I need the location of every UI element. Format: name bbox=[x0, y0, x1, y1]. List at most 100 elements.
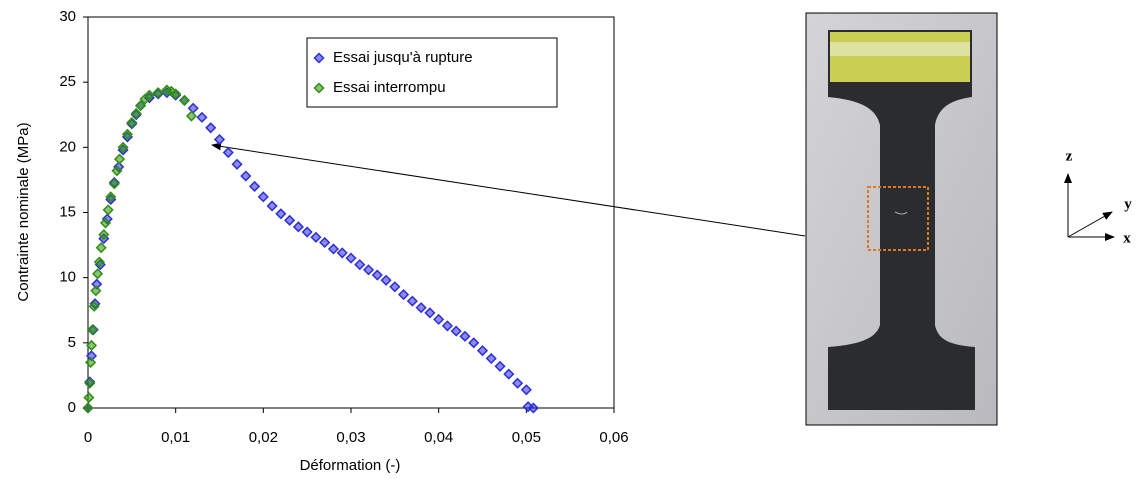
point bbox=[415, 302, 427, 314]
axes-diagram: z y x bbox=[1064, 148, 1132, 246]
y-arrow bbox=[1067, 211, 1113, 238]
point bbox=[231, 158, 243, 170]
point bbox=[424, 307, 436, 319]
x-tick-label: 0 bbox=[84, 429, 92, 446]
point bbox=[503, 368, 515, 380]
point bbox=[111, 165, 123, 177]
point bbox=[406, 295, 418, 307]
point bbox=[121, 128, 134, 140]
point bbox=[371, 269, 383, 281]
point bbox=[130, 107, 142, 120]
point bbox=[284, 214, 296, 226]
point bbox=[178, 94, 190, 106]
y-tick-label: 20 bbox=[59, 138, 76, 155]
x-tick-label: 0,04 bbox=[424, 429, 453, 446]
point bbox=[213, 133, 226, 146]
point bbox=[257, 191, 269, 203]
point bbox=[86, 324, 98, 336]
point bbox=[249, 180, 261, 192]
point bbox=[468, 337, 480, 349]
y-tick-label: 0 bbox=[68, 399, 76, 416]
point bbox=[433, 313, 445, 325]
point bbox=[240, 170, 252, 182]
point bbox=[185, 110, 198, 122]
legend: Essai jusqu'à rupture Essai interrompu bbox=[306, 37, 558, 108]
point bbox=[90, 285, 102, 297]
photo bbox=[805, 12, 998, 426]
point bbox=[93, 256, 105, 268]
point bbox=[459, 330, 471, 342]
point bbox=[105, 191, 117, 203]
point bbox=[135, 100, 147, 112]
zoom-box bbox=[867, 186, 929, 251]
x-axis-label: Déformation (-) bbox=[300, 457, 401, 474]
point bbox=[85, 356, 97, 368]
arrow bbox=[211, 142, 806, 237]
z-label: z bbox=[1066, 148, 1073, 164]
x-tick-label: 0,01 bbox=[161, 429, 190, 446]
x-tick-label: 0,06 bbox=[599, 429, 628, 446]
x-label: x bbox=[1123, 230, 1131, 246]
point bbox=[187, 102, 199, 114]
point bbox=[88, 300, 100, 312]
point bbox=[292, 221, 304, 233]
y-label: y bbox=[1124, 196, 1132, 212]
y-tick-label: 30 bbox=[59, 8, 76, 25]
point bbox=[83, 392, 95, 404]
point bbox=[222, 146, 234, 159]
point bbox=[117, 141, 129, 153]
point bbox=[275, 208, 287, 220]
point bbox=[389, 281, 401, 293]
point bbox=[99, 217, 112, 229]
y-tick-label: 5 bbox=[68, 334, 76, 351]
point bbox=[319, 236, 331, 249]
point bbox=[113, 153, 126, 165]
point bbox=[512, 377, 524, 389]
point bbox=[476, 345, 489, 357]
point bbox=[441, 320, 453, 332]
point bbox=[327, 243, 340, 255]
point bbox=[126, 117, 138, 129]
legend-marker bbox=[313, 52, 325, 64]
point bbox=[98, 229, 110, 241]
point bbox=[527, 402, 539, 414]
y-tick-label: 10 bbox=[59, 269, 76, 286]
specimen-tag bbox=[830, 32, 970, 82]
x-tick-label: 0,05 bbox=[512, 429, 541, 446]
point bbox=[82, 402, 94, 414]
x-tick-label: 0,02 bbox=[249, 429, 278, 446]
point bbox=[196, 111, 208, 123]
point bbox=[450, 325, 462, 337]
point bbox=[143, 89, 155, 101]
point bbox=[84, 377, 96, 389]
specimen-tag-band bbox=[830, 42, 970, 56]
y-axis-label: Contrainte nominale (MPa) bbox=[15, 122, 32, 301]
x-tick-label: 0,03 bbox=[336, 429, 365, 446]
point bbox=[354, 259, 366, 271]
point bbox=[520, 384, 532, 396]
y-tick-label: 25 bbox=[59, 73, 76, 90]
y-tick-label: 15 bbox=[59, 203, 76, 220]
point bbox=[398, 289, 410, 301]
point bbox=[108, 178, 120, 190]
legend-label: Essai jusqu'à rupture bbox=[333, 49, 473, 66]
legend-label: Essai interrompu bbox=[333, 79, 446, 96]
point bbox=[102, 204, 114, 216]
point bbox=[485, 352, 497, 365]
point bbox=[95, 242, 107, 254]
point bbox=[362, 264, 375, 276]
point bbox=[205, 122, 217, 134]
point bbox=[310, 231, 322, 243]
point bbox=[345, 252, 357, 264]
point bbox=[336, 247, 348, 259]
legend-marker bbox=[313, 82, 325, 94]
point bbox=[170, 88, 182, 100]
point bbox=[92, 268, 104, 280]
point bbox=[301, 226, 313, 238]
point bbox=[85, 339, 98, 352]
point bbox=[266, 200, 278, 212]
legend-box bbox=[306, 37, 558, 108]
specimen bbox=[828, 30, 975, 410]
